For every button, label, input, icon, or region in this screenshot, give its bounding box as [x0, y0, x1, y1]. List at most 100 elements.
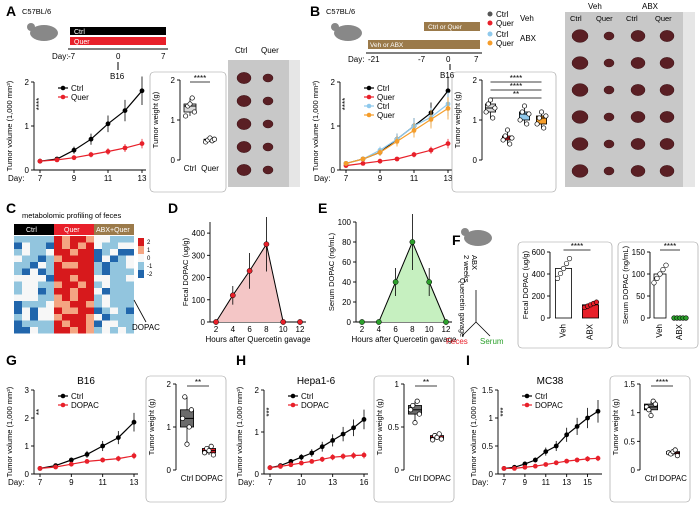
data-point — [553, 443, 559, 449]
data-point — [532, 457, 538, 463]
y-axis-label: Serum DOPAC (ng/mL) — [621, 245, 630, 324]
x-tick-label: 6 — [247, 325, 252, 334]
x-tick-label: 6 — [393, 325, 398, 334]
panel-label-h: H — [236, 352, 246, 368]
significance-stars: ** — [423, 378, 429, 387]
legend-label: Quer — [71, 93, 89, 102]
heatmap-cell — [102, 314, 110, 321]
data-point — [88, 152, 94, 158]
heatmap-cell — [22, 255, 30, 262]
group-label: ABX+Quer — [96, 227, 130, 234]
x-tick-label: 8 — [410, 325, 415, 334]
data-point — [360, 161, 366, 166]
heatmap-cell — [30, 320, 38, 327]
timeline-tick: -7 — [68, 52, 76, 61]
data-point — [426, 279, 433, 285]
tumor — [262, 96, 274, 106]
data-point — [361, 417, 367, 422]
panel-b-schematic: C57BL/6 Ctrl or Quer Veh or ABX Day: -21… — [326, 7, 537, 80]
data-point — [512, 466, 517, 471]
data-point — [648, 412, 654, 419]
data-point — [340, 453, 346, 459]
heatmap-cell — [54, 301, 62, 308]
heatmap-cell — [14, 275, 22, 282]
heatmap-cell — [118, 249, 126, 256]
heatmap-cell — [78, 249, 86, 256]
heatmap-cell — [94, 236, 102, 243]
data-point — [298, 460, 304, 466]
y-tick-label: 50 — [636, 292, 645, 301]
timeline-treat-bar — [424, 22, 480, 31]
tumor — [659, 30, 675, 42]
heatmap-cell — [94, 255, 102, 262]
heatmap-cell — [14, 242, 22, 249]
heatmap-cell — [78, 307, 86, 314]
data-point — [182, 394, 188, 400]
data-point — [392, 279, 399, 285]
heatmap-cell — [94, 249, 102, 256]
data-point — [492, 105, 498, 111]
data-point — [483, 109, 489, 115]
x-tick-label: 13 — [444, 174, 453, 183]
mouse-icon — [334, 25, 362, 41]
data-point — [414, 398, 420, 404]
heatmap-cell — [86, 268, 94, 275]
strain-label: C57BL/6 — [22, 7, 51, 16]
scale-swatch — [138, 238, 144, 246]
heatmap-cell — [126, 307, 134, 314]
data-point — [504, 127, 511, 133]
y-tick-label: 2 — [331, 78, 336, 87]
heatmap-cell — [102, 288, 110, 295]
y-tick-label: 0.5 — [624, 437, 636, 446]
tumor — [659, 57, 675, 69]
data-point — [377, 150, 383, 155]
legend-label: Ctrl — [71, 392, 84, 401]
timeline-tick: -21 — [368, 55, 380, 64]
y-axis-label: Tumor weight (g) — [611, 398, 620, 455]
scale-tick: 0 — [147, 256, 151, 262]
data-point — [410, 402, 416, 409]
heatmap-cell — [30, 255, 38, 262]
tumor — [262, 142, 274, 152]
x-axis-prefix: Day: — [314, 174, 330, 183]
y-tick-label: 1 — [167, 423, 172, 432]
data-point — [485, 101, 491, 107]
heatmap-cell — [86, 327, 94, 334]
feces-label: Feces — [446, 337, 468, 346]
heatmap-cell — [102, 281, 110, 288]
heatmap-cell — [110, 249, 118, 256]
y-tick-label: 60 — [342, 258, 351, 267]
heatmap-cell — [126, 294, 134, 301]
timeline-tick: 0 — [116, 52, 121, 61]
tumor — [630, 57, 646, 69]
heatmap-cell — [30, 268, 38, 275]
legend-marker — [60, 94, 66, 100]
data-point — [660, 267, 666, 273]
panel-b-line-chart: 0 1 2 Tumor volume (1,000 mm³) Day: 7 9 11 13 Ctr… — [311, 76, 453, 183]
heatmap-cell — [110, 268, 118, 275]
data-point — [394, 139, 400, 144]
x-tick-label: 9 — [378, 174, 383, 183]
data-point — [501, 466, 507, 471]
y-tick-label: 80 — [342, 238, 351, 247]
data-point — [411, 127, 417, 133]
legend-marker — [290, 402, 296, 408]
y-tick-label: 0 — [25, 470, 30, 479]
data-point — [674, 453, 680, 459]
heatmap-cell — [110, 301, 118, 308]
heatmap-cell — [102, 262, 110, 269]
data-point — [68, 457, 74, 463]
significance-stars: *** — [499, 407, 508, 416]
data-point — [585, 415, 590, 421]
heatmap-cell — [38, 307, 46, 314]
x-tick-label: 15 — [583, 478, 592, 487]
legend-label: Ctrl — [535, 392, 548, 401]
heatmap-cell — [62, 262, 70, 269]
data-point — [267, 465, 273, 471]
significance-stars: **** — [510, 82, 522, 91]
heatmap-cell — [118, 301, 126, 308]
x-tick-label: 7 — [344, 174, 349, 183]
heatmap-cell — [38, 262, 46, 269]
tumor — [236, 95, 252, 107]
heatmap-cell — [54, 288, 62, 295]
